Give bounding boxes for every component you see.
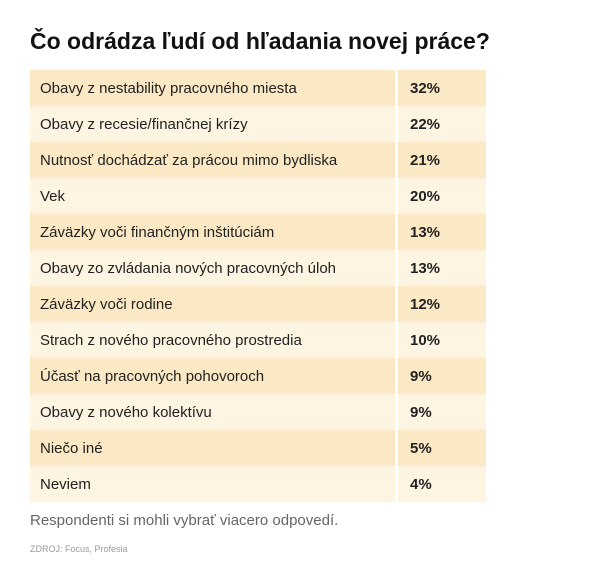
table-row: Obavy z nestability pracovného miesta 32% xyxy=(30,70,486,106)
table-row: Účasť na pracovných pohovoroch 9% xyxy=(30,358,486,394)
table-row: Obavy z nového kolektívu 9% xyxy=(30,394,486,430)
row-value: 9% xyxy=(398,358,486,394)
table-row: Záväzky voči finančným inštitúciám 13% xyxy=(30,214,486,250)
source: ZDROJ: Focus, Profesia xyxy=(30,544,128,554)
table-row: Nutnosť dochádzať za prácou mimo bydlisk… xyxy=(30,142,486,178)
table-row: Vek 20% xyxy=(30,178,486,214)
row-label: Obavy z recesie/finančnej krízy xyxy=(30,106,395,142)
row-label: Obavy zo zvládania nových pracovných úlo… xyxy=(30,250,395,286)
row-value: 22% xyxy=(398,106,486,142)
row-value: 10% xyxy=(398,322,486,358)
title: Čo odrádza ľudí od hľadania novej práce? xyxy=(30,28,490,54)
row-value: 9% xyxy=(398,394,486,430)
table-row: Obavy z recesie/finančnej krízy 22% xyxy=(30,106,486,142)
table-row: Neviem 4% xyxy=(30,466,486,502)
footnote: Respondenti si mohli vybrať viacero odpo… xyxy=(30,512,339,529)
row-label: Strach z nového pracovného prostredia xyxy=(30,322,395,358)
table-row: Obavy zo zvládania nových pracovných úlo… xyxy=(30,250,486,286)
row-value: 21% xyxy=(398,142,486,178)
row-label: Záväzky voči rodine xyxy=(30,286,395,322)
row-value: 20% xyxy=(398,178,486,214)
row-label: Nutnosť dochádzať za prácou mimo bydlisk… xyxy=(30,142,395,178)
table-row: Strach z nového pracovného prostredia 10% xyxy=(30,322,486,358)
row-label: Účasť na pracovných pohovoroch xyxy=(30,358,395,394)
row-value: 12% xyxy=(398,286,486,322)
row-label: Obavy z nového kolektívu xyxy=(30,394,395,430)
row-label: Obavy z nestability pracovného miesta xyxy=(30,70,395,106)
table: Obavy z nestability pracovného miesta 32%… xyxy=(30,70,486,502)
row-label: Neviem xyxy=(30,466,395,502)
row-value: 5% xyxy=(398,430,486,466)
row-value: 32% xyxy=(398,70,486,106)
row-label: Vek xyxy=(30,178,395,214)
table-row: Záväzky voči rodine 12% xyxy=(30,286,486,322)
table-row: Niečo iné 5% xyxy=(30,430,486,466)
row-value: 4% xyxy=(398,466,486,502)
row-label: Záväzky voči finančným inštitúciám xyxy=(30,214,395,250)
row-value: 13% xyxy=(398,250,486,286)
row-value: 13% xyxy=(398,214,486,250)
row-label: Niečo iné xyxy=(30,430,395,466)
